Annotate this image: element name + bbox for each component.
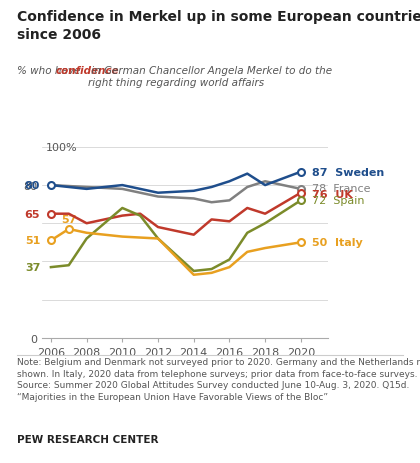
Text: 78  France: 78 France xyxy=(312,183,370,194)
Text: PEW RESEARCH CENTER: PEW RESEARCH CENTER xyxy=(17,433,158,444)
Text: 76  UK: 76 UK xyxy=(312,189,352,199)
Text: Note: Belgium and Denmark not surveyed prior to 2020. Germany and the Netherland: Note: Belgium and Denmark not surveyed p… xyxy=(17,357,420,400)
Text: confidence: confidence xyxy=(56,66,119,76)
Text: 80: 80 xyxy=(25,181,40,191)
Text: 100%: 100% xyxy=(45,143,77,153)
Text: % who have: % who have xyxy=(17,66,84,76)
Text: 65: 65 xyxy=(25,209,40,219)
Text: Confidence in Merkel up in some European countries
since 2006: Confidence in Merkel up in some European… xyxy=(17,10,420,41)
Text: 72  Spain: 72 Spain xyxy=(312,196,364,206)
Text: in German Chancellor Angela Merkel to do the
right thing regarding world affairs: in German Chancellor Angela Merkel to do… xyxy=(88,66,332,88)
Text: 51: 51 xyxy=(25,236,40,246)
Text: 57: 57 xyxy=(61,215,76,225)
Text: 50  Italy: 50 Italy xyxy=(312,238,362,248)
Text: 87  Sweden: 87 Sweden xyxy=(312,167,384,177)
Text: 37: 37 xyxy=(25,263,40,273)
